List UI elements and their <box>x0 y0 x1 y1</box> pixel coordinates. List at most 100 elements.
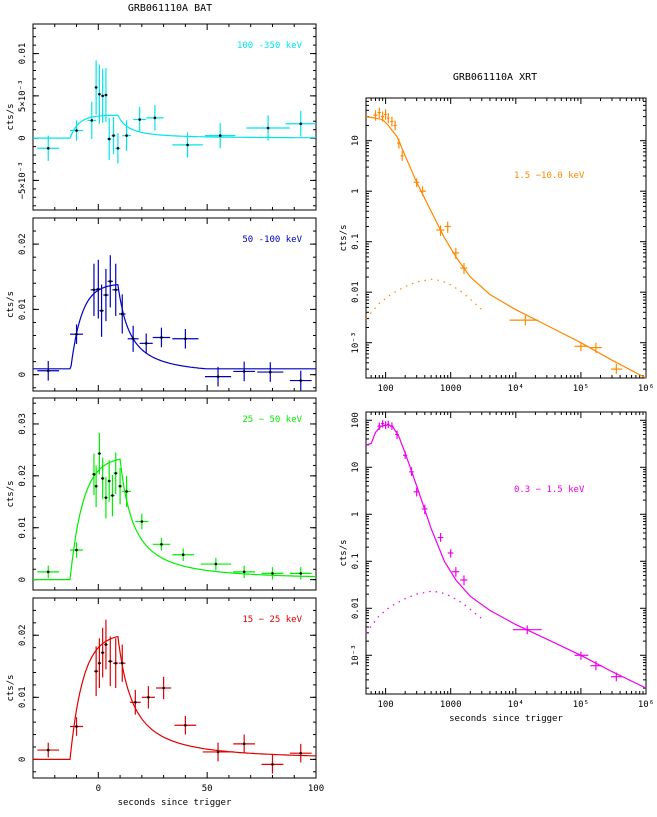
y-tick-label: 10⁻³ <box>351 644 361 666</box>
data-point <box>122 120 131 151</box>
model-curve <box>365 116 647 379</box>
y-tick-label: 0.01 <box>351 281 361 303</box>
data-point <box>99 284 104 337</box>
x-tick-label: 10⁵ <box>573 384 589 394</box>
data-point <box>452 567 460 577</box>
x-tick-label: 10⁴ <box>508 384 524 394</box>
data-point <box>152 327 171 348</box>
data-point <box>107 255 113 308</box>
data-point <box>100 68 105 123</box>
data-point <box>574 651 589 660</box>
y-axis-label: cts/s <box>6 480 16 507</box>
y-tick-label: 0.01 <box>18 517 28 539</box>
data-point <box>233 734 256 754</box>
data-point <box>611 672 623 682</box>
data-point <box>409 467 414 477</box>
data-point <box>384 109 387 120</box>
data-point <box>285 111 316 137</box>
data-point <box>133 106 147 133</box>
y-tick-label: 0.1 <box>351 234 361 250</box>
y-axis-label: cts/s <box>339 539 349 566</box>
data-point <box>413 487 420 497</box>
data-point <box>400 150 404 161</box>
data-point <box>113 452 118 494</box>
data-point <box>172 132 203 158</box>
band-label: 50 -100 keV <box>242 235 302 245</box>
bat4-panel: 0 0.01 0.02 0 50 100 cts/s seconds since trigge… <box>6 597 324 808</box>
xrt-group-title: GRB061110A XRT <box>453 72 537 83</box>
data-point <box>87 101 97 139</box>
model-curve <box>33 114 316 139</box>
data-point <box>135 513 149 530</box>
plot-frame <box>365 411 647 695</box>
data-point <box>512 625 542 635</box>
x-tick-label: 100 <box>377 700 393 710</box>
component-curve <box>365 590 483 634</box>
data-point <box>174 715 197 735</box>
data-point <box>104 67 108 123</box>
y-tick-label: 10 <box>351 135 361 146</box>
plot-frame <box>32 397 317 591</box>
y-tick-label: 100 <box>351 412 361 428</box>
data-point <box>104 476 108 519</box>
data-point <box>70 717 84 736</box>
data-point <box>447 549 454 558</box>
bat2-panel: 0 0.01 0.02 cts/s 50 -100 keV <box>6 217 317 392</box>
y-tick-label: 0.02 <box>18 233 28 255</box>
data-point <box>155 676 172 700</box>
x-tick-label: 100 <box>377 384 393 394</box>
x-tick-label: 1000 <box>440 384 462 394</box>
data-point <box>110 474 115 517</box>
data-point <box>146 105 164 131</box>
data-point <box>393 120 397 131</box>
data-point <box>91 453 97 496</box>
data-point <box>373 110 378 121</box>
y-axis-label: cts/s <box>6 103 16 130</box>
data-point <box>257 362 284 382</box>
data-point <box>289 743 312 763</box>
y-axis-label: cts/s <box>339 224 349 251</box>
data-point <box>233 361 256 382</box>
data-point <box>103 268 109 322</box>
data-point <box>152 538 171 551</box>
bat1-panel: −5×10⁻³ 0 5×10⁻³ 0.01 cts/s 100 -350 keV <box>6 23 317 211</box>
data-point <box>289 567 312 580</box>
band-label: 15 − 25 keV <box>242 615 302 625</box>
data-point <box>107 117 112 161</box>
data-point <box>574 342 589 352</box>
data-point <box>107 460 111 502</box>
xrt2-panel: 10⁻³ 0.01 0.1 1 10 100 100 1000 10⁴ 10⁵ 10⁶ cts/s se… <box>339 411 654 724</box>
component-curve <box>365 278 483 319</box>
data-point <box>37 360 60 381</box>
y-tick-label: 10 <box>351 462 361 473</box>
data-point <box>94 465 98 507</box>
model-curve <box>365 424 647 689</box>
data-point <box>402 451 408 459</box>
y-tick-label: 0.01 <box>18 43 28 65</box>
data-point <box>97 432 102 475</box>
data-point <box>97 64 102 124</box>
data-point <box>104 619 108 670</box>
data-point <box>460 575 468 586</box>
data-point <box>246 115 290 141</box>
data-point <box>590 661 602 671</box>
data-point <box>611 363 623 375</box>
data-point <box>202 742 234 762</box>
x-axis-label: seconds since trigger <box>449 714 563 724</box>
y-tick-label: 0 <box>18 135 28 140</box>
y-tick-label: 5×10⁻³ <box>18 80 28 113</box>
data-point <box>96 259 101 319</box>
data-point <box>172 328 199 349</box>
data-point <box>111 117 116 155</box>
bat3-panel: 0 0.01 0.02 0.03 cts/s 25 − 50 keV <box>6 397 317 591</box>
data-point <box>37 565 60 579</box>
data-point <box>129 689 141 715</box>
model-curve <box>33 635 316 761</box>
data-point <box>413 178 420 188</box>
data-point <box>395 430 399 439</box>
plot-frame <box>32 217 317 392</box>
y-tick-label: 0 <box>18 757 28 762</box>
data-point <box>90 263 98 316</box>
x-axis-label: seconds since trigger <box>118 798 232 808</box>
